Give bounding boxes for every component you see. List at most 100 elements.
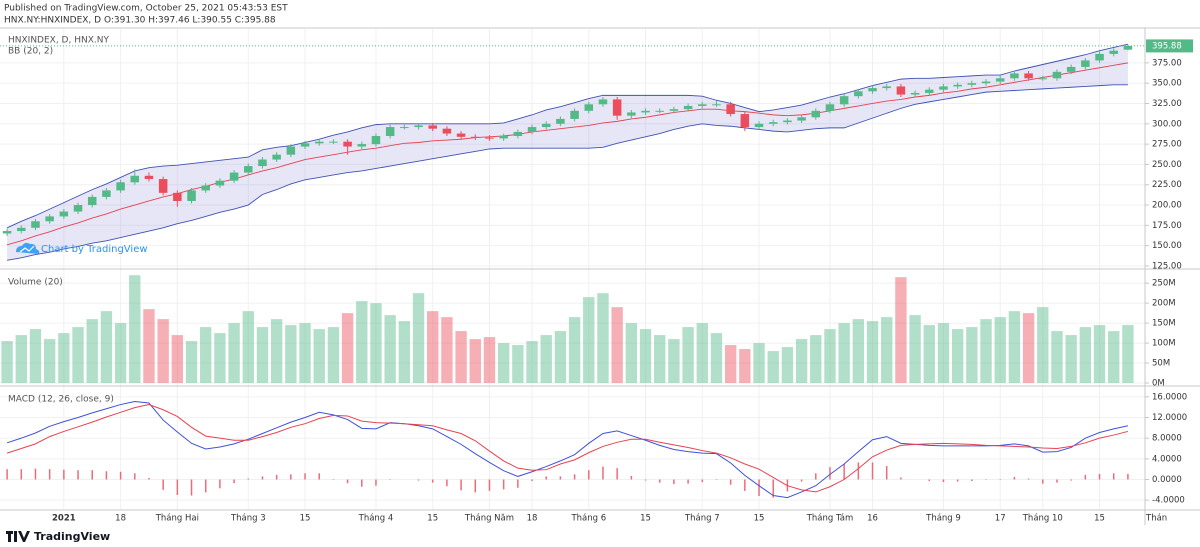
candle-body	[1123, 45, 1133, 50]
candle-body	[627, 112, 636, 116]
candle-body	[300, 143, 310, 147]
x-tick-label: 2021	[52, 514, 76, 524]
volume-bar	[597, 293, 609, 384]
candle-body	[570, 110, 579, 119]
last-price-label: 395.88	[1152, 41, 1182, 51]
volume-bar	[228, 323, 240, 384]
candle-body	[45, 216, 54, 222]
y-tick-label: 100M	[1152, 339, 1176, 349]
volume-bar	[668, 339, 680, 384]
volume-bar	[341, 313, 354, 384]
candle-body	[641, 110, 650, 113]
y-tick-label: 350.00	[1152, 79, 1182, 89]
candle-body	[442, 128, 452, 134]
volume-bar	[483, 337, 496, 384]
indicator-title: BB (20, 2)	[8, 47, 53, 57]
volume-bar	[1022, 313, 1035, 384]
y-tick-label: 0M	[1152, 379, 1165, 389]
volume-bar	[1037, 307, 1049, 384]
volume-bar	[58, 333, 70, 384]
band-lower	[7, 84, 1128, 261]
line-series	[6, 400, 1129, 499]
candle-body	[485, 137, 494, 139]
volume-bar	[171, 335, 184, 384]
volume-bar	[866, 321, 879, 384]
volume-bar	[966, 327, 978, 384]
volume-bar	[427, 311, 439, 384]
volume-bar	[526, 341, 538, 384]
logo-text: TradingView	[34, 530, 110, 543]
volume-bar	[200, 327, 212, 384]
volume-bar	[356, 301, 368, 384]
volume-bar	[753, 343, 765, 384]
x-tick-label: Tháng 9	[925, 514, 961, 524]
x-tick-label: 17	[995, 514, 1006, 524]
x-tick-label: Tháng 4	[358, 514, 394, 524]
grid-layer	[0, 29, 1145, 510]
x-tick-label: 15	[300, 514, 311, 524]
volume-bar	[611, 307, 623, 384]
volume-bar	[242, 311, 254, 384]
candle-body	[811, 110, 821, 118]
candle-body	[584, 104, 594, 111]
candle-body	[215, 180, 225, 186]
candle-body	[925, 89, 934, 93]
volume-bar	[270, 319, 283, 384]
footer-logo: TradingView	[6, 530, 110, 543]
y-tick-label: 300.00	[1152, 119, 1182, 129]
candle-body	[73, 205, 83, 212]
volume-bar	[1, 341, 13, 384]
y-tick-label: 8.0000	[1152, 434, 1182, 444]
x-tick-label: 18	[527, 514, 538, 524]
x-tick-label: 16	[867, 514, 878, 524]
candle-body	[17, 227, 26, 232]
candle-body	[258, 159, 267, 167]
volume-bar	[1093, 325, 1106, 384]
candle-body	[371, 135, 381, 145]
candle-body	[357, 144, 367, 147]
candle-body	[783, 120, 792, 123]
candle-body	[31, 221, 40, 228]
volume-bar	[824, 329, 836, 384]
volume-bar	[43, 339, 56, 384]
y-tick-label: 150M	[1152, 319, 1176, 329]
volume-bar	[554, 331, 567, 384]
watermark-text: Chart by TradingView	[41, 244, 148, 255]
y-tick-label: 275.00	[1152, 140, 1182, 150]
candle-body	[527, 127, 537, 132]
y-tick-label: 16.0000	[1152, 392, 1187, 402]
volume-bar	[1051, 331, 1063, 384]
candle-body	[953, 84, 962, 87]
volume-bar	[724, 345, 737, 384]
volume-bar	[795, 339, 808, 384]
candle-body	[655, 110, 664, 112]
volume-bar	[455, 331, 467, 384]
volume-bar	[1008, 311, 1021, 384]
candle-body	[87, 196, 97, 206]
published-note: Published on TradingView.com, October 25…	[4, 4, 288, 14]
volume-bar	[739, 349, 751, 384]
candle-body	[244, 166, 253, 173]
volume-bar	[1122, 325, 1134, 384]
candle-body	[144, 175, 154, 180]
candle-body	[981, 81, 991, 84]
volume-bar	[810, 335, 822, 384]
y-tick-label: 12.0000	[1152, 413, 1187, 423]
volume-bar	[299, 323, 311, 384]
candle-body	[1052, 71, 1062, 79]
candle-body	[1010, 73, 1019, 79]
line-series	[6, 404, 1129, 493]
candle-body	[158, 179, 168, 193]
candle-body	[1081, 60, 1090, 67]
candle-body	[939, 86, 948, 90]
candle-body	[868, 88, 877, 92]
volume-bar	[86, 319, 98, 384]
volume-bar	[384, 315, 396, 384]
candle-body	[967, 83, 977, 85]
volume-bar	[185, 341, 198, 384]
volume-bar	[100, 311, 113, 384]
x-tick-label: Thán	[1145, 514, 1167, 524]
volume-bar	[781, 347, 794, 384]
candle-body	[272, 154, 281, 160]
candle-body	[854, 91, 863, 97]
